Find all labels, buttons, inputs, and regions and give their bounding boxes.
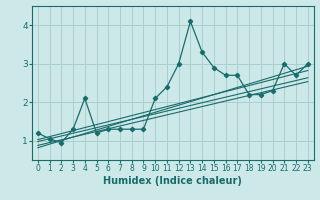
X-axis label: Humidex (Indice chaleur): Humidex (Indice chaleur) xyxy=(103,176,242,186)
